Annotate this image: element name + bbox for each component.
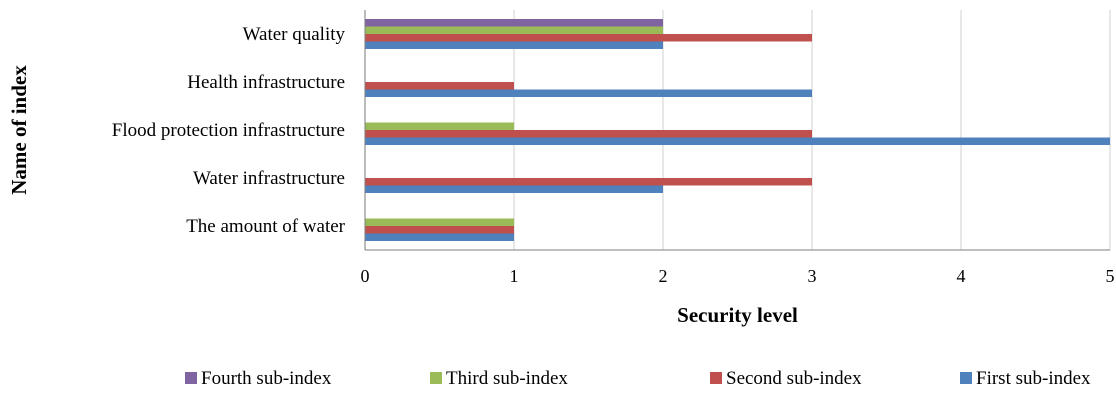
labels: Security level Name of index bbox=[7, 65, 798, 327]
bar-second-sub-index-1 bbox=[365, 178, 812, 186]
bar-second-sub-index-3 bbox=[365, 82, 514, 90]
x-tick-label: 2 bbox=[659, 266, 668, 286]
bar-first-sub-index-1 bbox=[365, 185, 663, 193]
x-tick-label: 1 bbox=[510, 266, 519, 286]
bar-fourth-sub-index-4 bbox=[365, 19, 663, 27]
category-label: Water quality bbox=[243, 24, 346, 45]
bars bbox=[365, 19, 1110, 241]
bar-third-sub-index-0 bbox=[365, 218, 514, 226]
legend-swatch-first-sub-index bbox=[960, 372, 972, 384]
category-label: The amount of water bbox=[186, 216, 345, 237]
legend-label-second-sub-index: Second sub-index bbox=[726, 368, 862, 389]
bar-second-sub-index-0 bbox=[365, 226, 514, 234]
legend-swatch-third-sub-index bbox=[430, 372, 442, 384]
bar-first-sub-index-3 bbox=[365, 89, 812, 97]
category-label: Flood protection infrastructure bbox=[112, 120, 345, 141]
bar-third-sub-index-4 bbox=[365, 26, 663, 34]
x-tick-label: 4 bbox=[957, 266, 966, 286]
bar-first-sub-index-4 bbox=[365, 41, 663, 49]
legend-label-first-sub-index: First sub-index bbox=[976, 368, 1091, 389]
bar-third-sub-index-2 bbox=[365, 122, 514, 130]
legend-swatch-second-sub-index bbox=[710, 372, 722, 384]
x-tick-label: 5 bbox=[1106, 266, 1115, 286]
legend-label-third-sub-index: Third sub-index bbox=[446, 368, 568, 389]
legend-label-fourth-sub-index: Fourth sub-index bbox=[201, 368, 332, 389]
legend: Fourth sub-index Third sub-index Second su… bbox=[185, 368, 1091, 389]
y-axis-title: Name of index bbox=[7, 65, 31, 195]
axes: 0 1 2 3 4 5 The amount of water Water infrastru… bbox=[112, 10, 1115, 286]
x-axis-title: Security level bbox=[677, 303, 798, 327]
category-label: Health infrastructure bbox=[187, 72, 345, 93]
bar-second-sub-index-4 bbox=[365, 34, 812, 42]
bar-second-sub-index-2 bbox=[365, 130, 812, 138]
category-label: Water infrastructure bbox=[193, 168, 345, 189]
bar-first-sub-index-2 bbox=[365, 137, 1110, 145]
x-tick-label: 3 bbox=[808, 266, 817, 286]
legend-swatch-fourth-sub-index bbox=[185, 372, 197, 384]
x-tick-label: 0 bbox=[361, 266, 370, 286]
bar-first-sub-index-0 bbox=[365, 233, 514, 241]
